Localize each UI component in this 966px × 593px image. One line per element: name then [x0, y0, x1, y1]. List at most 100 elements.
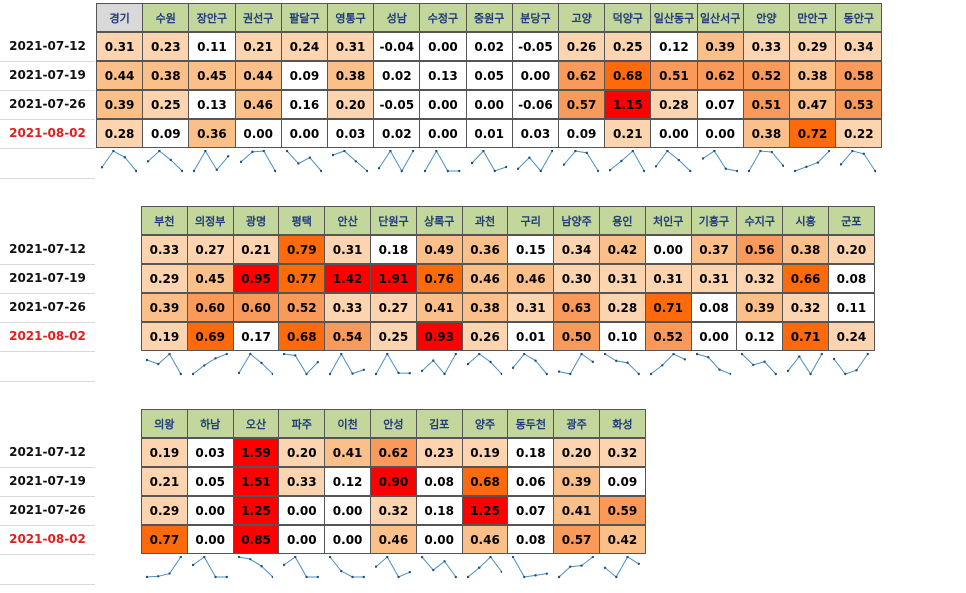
sparkline-point	[620, 159, 623, 163]
sparkline-point	[389, 150, 392, 153]
sparkline-point	[523, 353, 526, 356]
sparkline	[375, 556, 411, 579]
column-header: 김포	[415, 409, 463, 438]
sparkline	[285, 150, 322, 173]
table-block-2: 부천 의정부 광명 평택 안산 단원구 상록구 과천 구리 남양주 용인 처인구 기흥구 수지구 시흥 군포 2…	[0, 206, 966, 390]
sparkline-point	[512, 366, 515, 369]
value-cell: 0.00	[650, 119, 698, 148]
value-cell: 0.23	[142, 32, 190, 61]
sparkline	[375, 353, 411, 376]
column-header: 부천	[141, 206, 188, 235]
date-label: 2021-08-02	[0, 119, 95, 149]
value-cell: 0.24	[280, 32, 328, 61]
column-header: 광주	[553, 409, 600, 438]
date-label: 2021-07-12	[0, 438, 95, 468]
value-cell: 0.46	[461, 264, 509, 293]
column-header: 화성	[599, 409, 646, 438]
value-cell: 0.58	[835, 61, 883, 90]
sparkline	[237, 556, 274, 579]
value-cell: 0.00	[278, 496, 326, 525]
column-header: 안양	[742, 3, 790, 32]
sparkline-point	[637, 372, 640, 376]
value-cell: 0.13	[188, 90, 236, 119]
sparkline-point	[844, 372, 847, 376]
value-cell: 0.50	[553, 322, 600, 351]
value-cell: 0.00	[419, 32, 467, 61]
sparkline-point	[202, 364, 206, 367]
column-header: 오산	[232, 409, 280, 438]
value-cell: 0.38	[461, 293, 509, 322]
value-cell: 0.68	[461, 467, 509, 496]
value-cell: 0.63	[553, 293, 600, 322]
column-header: 영통구	[327, 3, 375, 32]
value-cell: 1.25	[232, 496, 280, 525]
value-cell: 0.60	[232, 293, 280, 322]
value-cell: 0.69	[186, 322, 234, 351]
value-cell: 0.44	[96, 61, 144, 90]
column-header: 동두천	[507, 409, 555, 438]
value-cell: 0.21	[234, 32, 282, 61]
sparkline-point	[609, 168, 612, 172]
value-cell: 0.01	[507, 322, 555, 351]
value-cell: 1.59	[232, 438, 280, 467]
value-cell: 0.08	[690, 293, 738, 322]
sparkline-point	[580, 353, 583, 356]
sparkline-point	[500, 570, 503, 574]
sparkline-point	[504, 165, 507, 169]
column-header: 용인	[599, 206, 646, 235]
value-cell: 0.10	[599, 322, 646, 351]
sparkline	[833, 353, 869, 376]
value-cell: 0.09	[142, 119, 190, 148]
value-cell: 0.42	[599, 235, 646, 264]
sparkline-point	[362, 575, 365, 579]
value-cell: 0.30	[553, 264, 600, 293]
sparkline	[420, 353, 457, 376]
column-header: 덕양구	[604, 3, 652, 32]
column-header: 의왕	[141, 409, 188, 438]
value-cell: 0.57	[558, 90, 606, 119]
sparkline-point	[820, 353, 823, 356]
value-cell: 0.03	[186, 438, 234, 467]
value-cell: 0.18	[507, 438, 555, 467]
sparkline-point	[701, 157, 704, 160]
sparkline-path	[146, 353, 182, 375]
value-cell: 0.29	[141, 496, 188, 525]
value-cell: 0.34	[835, 32, 883, 61]
value-cell: 0.00	[280, 119, 328, 148]
column-header: 의정부	[186, 206, 234, 235]
column-header: 권선구	[234, 3, 282, 32]
value-cell: 0.90	[370, 467, 417, 496]
value-cell: 0.19	[141, 438, 188, 467]
sparkline-point	[340, 353, 343, 356]
sparkline	[283, 353, 320, 376]
sparkline-point	[294, 556, 297, 559]
value-cell: 0.00	[278, 525, 326, 554]
value-cell: 0.31	[324, 235, 371, 264]
value-cell: 0.21	[141, 467, 188, 496]
sparkline-point	[580, 564, 583, 567]
sparkline-point	[112, 150, 115, 153]
value-cell: 0.45	[188, 61, 236, 90]
value-cell: 0.00	[186, 525, 234, 554]
sparkline	[512, 353, 549, 376]
sparkline-point	[527, 156, 531, 159]
sparkline-point	[458, 169, 461, 173]
sparkline-point	[477, 353, 481, 356]
sparkline-point	[157, 362, 160, 366]
value-cell: 0.31	[644, 264, 692, 293]
value-cell: 0.24	[828, 322, 875, 351]
sparkline	[558, 353, 594, 376]
column-header: 만안구	[789, 3, 837, 32]
value-cell: 0.06	[507, 467, 555, 496]
value-cell: 0.34	[553, 235, 600, 264]
sparkline-point	[271, 575, 274, 579]
sparkline-point	[316, 360, 320, 364]
sparkline	[558, 556, 594, 579]
value-cell: 0.02	[373, 61, 421, 90]
sparkline-point	[237, 371, 240, 375]
sparkline-point	[305, 372, 309, 376]
table-block-1: 경기 수원 장안구 권선구 팔달구 영통구 성남 수정구 중원구 분당구 고양 덕양구 일산동구 일산서구…	[0, 3, 966, 187]
row-divider	[0, 178, 95, 179]
column-header: 시흥	[782, 206, 829, 235]
sparkline-point	[655, 165, 658, 168]
